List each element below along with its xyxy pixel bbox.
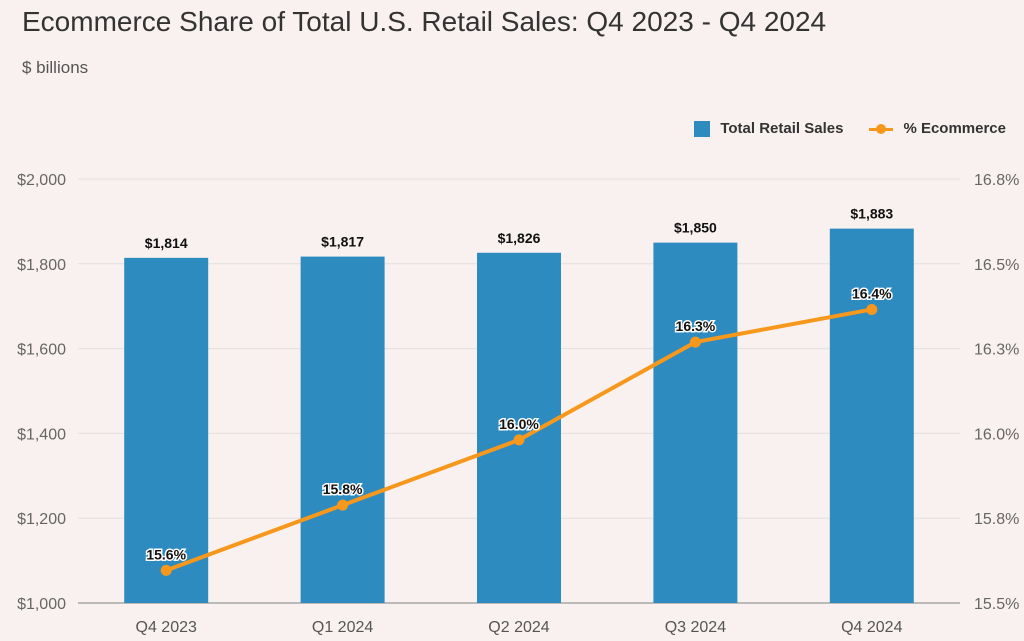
line-data-label: 16.3% (676, 318, 716, 334)
line-point (337, 499, 349, 511)
legend-item-line[interactable]: % Ecommerce (869, 120, 1006, 137)
y-right-tick-label: 16.8% (974, 172, 1019, 189)
bar-swatch-icon (694, 120, 711, 137)
line-data-label: 16.4% (852, 285, 892, 301)
y-right-tick-label: 16.0% (974, 426, 1019, 443)
bar-data-label: $1,826 (498, 230, 541, 246)
bar-data-label: $1,850 (674, 220, 717, 236)
line-point (160, 564, 172, 576)
chart-legend: Total Retail Sales % Ecommerce (694, 120, 1006, 137)
x-tick-label: Q1 2024 (312, 619, 373, 636)
y-left-tick-label: $1,200 (17, 511, 66, 528)
bar (300, 256, 385, 603)
bar (124, 257, 209, 603)
bar (653, 242, 738, 603)
y-left-tick-label: $1,800 (17, 257, 66, 274)
line-point (513, 434, 525, 446)
y-right-tick-label: 15.5% (974, 596, 1019, 613)
bar-data-label: $1,814 (145, 235, 188, 251)
x-tick-label: Q4 2023 (136, 619, 197, 636)
x-tick-label: Q4 2024 (841, 619, 902, 636)
y-right-tick-label: 16.3% (974, 342, 1019, 359)
y-left-tick-label: $1,600 (17, 342, 66, 359)
bar-data-label: $1,883 (850, 206, 893, 222)
y-left-tick-label: $2,000 (17, 172, 66, 189)
legend-item-bars[interactable]: Total Retail Sales (694, 120, 843, 137)
x-tick-label: Q2 2024 (488, 619, 549, 636)
line-swatch-icon (869, 121, 894, 137)
chart-title: Ecommerce Share of Total U.S. Retail Sal… (22, 6, 827, 37)
bar (477, 252, 561, 603)
y-right-tick-label: 15.8% (974, 511, 1019, 528)
x-tick-label: Q3 2024 (665, 619, 726, 636)
legend-label-bars: Total Retail Sales (720, 120, 844, 137)
chart-subtitle: $ billions (22, 58, 89, 77)
y-left-tick-label: $1,400 (17, 426, 66, 443)
line-data-label: 16.0% (499, 416, 539, 432)
bar-data-label: $1,817 (321, 234, 364, 250)
line-data-label: 15.8% (323, 481, 363, 497)
line-point (689, 336, 701, 348)
bar (829, 228, 914, 603)
line-point (866, 303, 878, 315)
y-right-tick-label: 16.5% (974, 257, 1019, 274)
line-data-label: 15.6% (146, 546, 186, 562)
y-left-tick-label: $1,000 (17, 596, 66, 613)
legend-label-line: % Ecommerce (903, 120, 1006, 137)
